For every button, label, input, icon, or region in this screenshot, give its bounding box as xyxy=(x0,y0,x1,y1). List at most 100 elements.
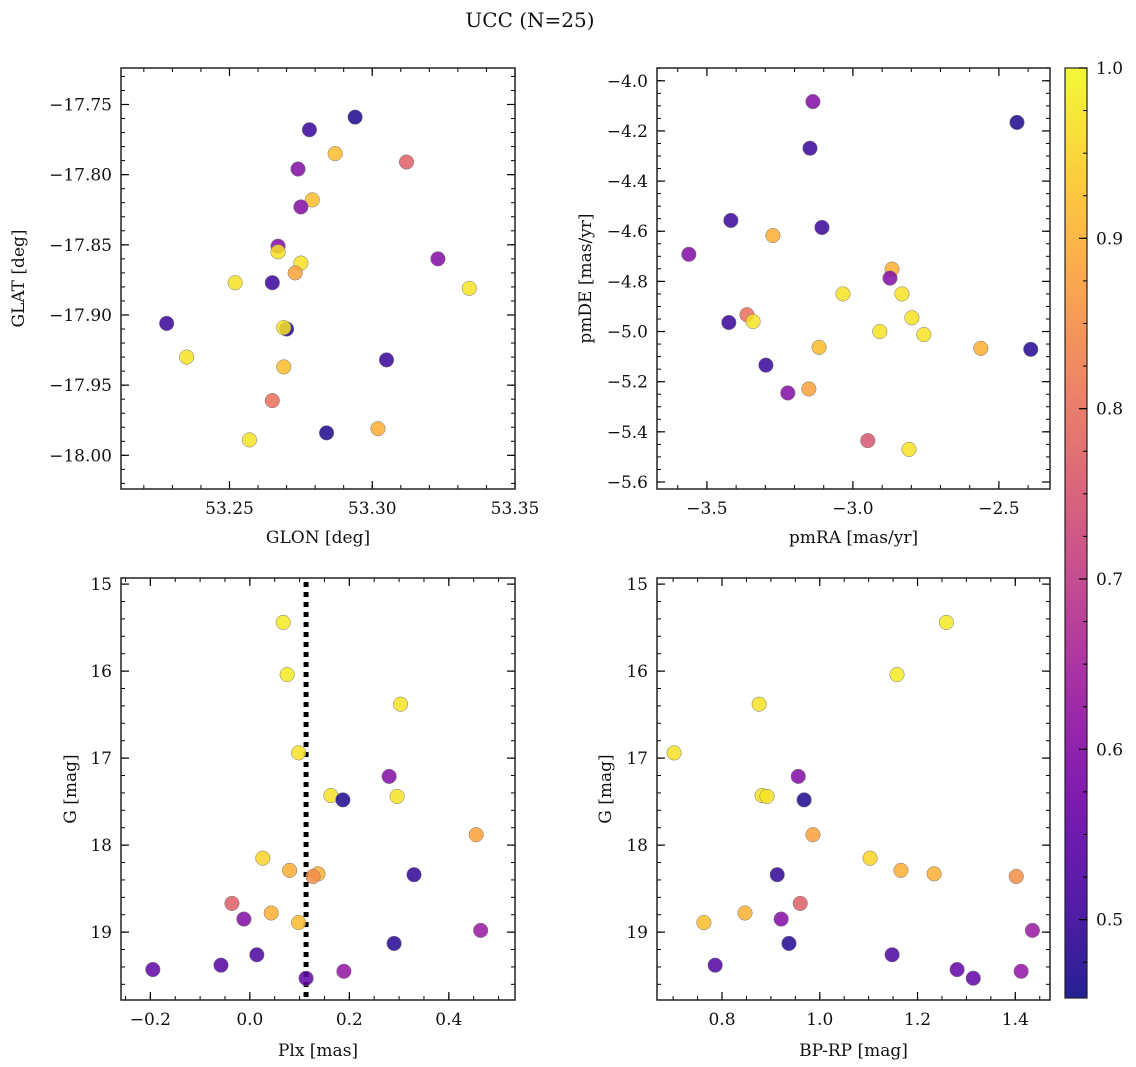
colorbar-tick-label: 0.6 xyxy=(1096,740,1123,760)
data-point xyxy=(227,275,243,291)
data-point xyxy=(805,94,821,110)
data-point xyxy=(758,357,774,373)
data-point xyxy=(802,140,818,156)
y-tick-label: −5.6 xyxy=(607,473,648,493)
x-tick-label: −0.2 xyxy=(130,1010,171,1030)
data-point xyxy=(389,788,405,804)
axes-frame xyxy=(656,67,1051,490)
scatter-panel-2: −3.5 −3.0 −2.5 −4.0 −4.2 −4.4 −4.6 −4.8 −5.0 −5.2… xyxy=(576,67,1051,548)
y-tick-label: −4.4 xyxy=(607,172,648,192)
data-point xyxy=(792,895,808,911)
data-point xyxy=(904,310,920,326)
x-tick-label: 0.0 xyxy=(236,1010,263,1030)
y-tick-label: 15 xyxy=(90,575,112,595)
data-point xyxy=(769,867,785,883)
colorbar-tick-label: 0.8 xyxy=(1096,400,1123,420)
data-point xyxy=(721,314,737,331)
data-point xyxy=(860,433,876,449)
data-point xyxy=(224,895,240,911)
data-point xyxy=(270,244,286,260)
data-point xyxy=(1024,922,1040,938)
data-point xyxy=(249,947,265,963)
x-axis-label: GLON [deg] xyxy=(266,528,370,548)
data-point xyxy=(949,961,965,978)
data-point xyxy=(893,862,909,878)
data-point xyxy=(765,227,781,244)
colorbar-tick-label: 0.9 xyxy=(1096,229,1123,249)
axes-frame xyxy=(656,577,1051,1001)
y-tick-label: −17.85 xyxy=(49,236,112,256)
data-point xyxy=(276,359,292,375)
x-tick-label: −3.5 xyxy=(686,499,727,519)
scatter-panel-3: −0.2 0.0 0.2 0.4 15 16 17 18 19 Plx [mas] G [mag] xyxy=(61,575,516,1061)
y-tick-label: 19 xyxy=(626,923,648,943)
colorbar-tick-label: 0.7 xyxy=(1096,570,1123,590)
data-point xyxy=(301,122,317,138)
data-point xyxy=(884,947,900,963)
data-point xyxy=(255,850,271,866)
colorbar: 0.5 0.6 0.7 0.8 0.9 1.0 xyxy=(1064,59,1123,999)
data-point xyxy=(973,340,989,356)
data-point xyxy=(335,792,351,808)
colorbar-bar xyxy=(1064,67,1088,999)
data-point xyxy=(264,275,280,291)
y-tick-label: −5.2 xyxy=(607,373,648,393)
data-point xyxy=(263,905,279,921)
y-tick-label: −17.90 xyxy=(49,306,112,326)
y-tick-label: −17.95 xyxy=(49,376,112,396)
data-point xyxy=(814,219,830,236)
data-point xyxy=(882,270,898,286)
data-point xyxy=(872,323,888,340)
y-tick-label: −4.0 xyxy=(607,72,648,92)
y-tick-label: −5.4 xyxy=(607,423,648,443)
x-tick-label: 1.2 xyxy=(904,1010,931,1030)
data-point xyxy=(275,614,291,630)
axes-frame xyxy=(120,577,516,1001)
data-point xyxy=(291,915,307,931)
y-tick-label: 18 xyxy=(626,836,648,856)
data-point xyxy=(276,320,292,336)
x-tick-label: 53.30 xyxy=(348,499,397,519)
y-tick-label: −4.2 xyxy=(607,122,648,142)
x-tick-label: 0.8 xyxy=(708,1010,735,1030)
y-axis-label: pmDE [mas/yr] xyxy=(576,213,596,343)
y-axis-label: G [mag] xyxy=(61,754,81,823)
data-point xyxy=(179,349,195,365)
data-point xyxy=(241,432,258,448)
data-point xyxy=(889,667,905,683)
y-tick-label: −18.00 xyxy=(49,446,112,466)
x-axis-label: pmRA [mas/yr] xyxy=(789,528,918,548)
x-axis-label: Plx [mas] xyxy=(278,1041,358,1061)
y-tick-label: −5.0 xyxy=(607,323,648,343)
x-tick-label: 0.2 xyxy=(336,1010,363,1030)
data-point xyxy=(290,161,306,177)
data-point xyxy=(398,154,415,170)
data-point xyxy=(666,745,682,761)
data-point xyxy=(745,313,761,330)
data-point xyxy=(681,246,697,262)
x-tick-label: 0.4 xyxy=(435,1010,462,1030)
data-point xyxy=(406,867,422,883)
colorbar-tick-label: 0.5 xyxy=(1096,911,1123,931)
data-point xyxy=(319,425,335,441)
x-tick-label: 1.4 xyxy=(1002,1010,1029,1030)
y-tick-label: 17 xyxy=(626,749,648,769)
x-tick-label: −2.5 xyxy=(978,499,1019,519)
x-tick-label: 1.0 xyxy=(806,1010,833,1030)
y-tick-label: 18 xyxy=(90,836,112,856)
data-point xyxy=(236,911,252,927)
data-point xyxy=(293,199,309,215)
y-tick-label: 17 xyxy=(90,749,112,769)
data-point xyxy=(336,963,352,979)
y-tick-label: −4.6 xyxy=(607,222,648,242)
data-point xyxy=(796,792,812,808)
data-point xyxy=(926,866,942,882)
data-point xyxy=(894,286,910,302)
data-point xyxy=(291,745,307,761)
data-point xyxy=(801,381,817,397)
data-point xyxy=(213,957,229,973)
data-point xyxy=(287,265,303,281)
data-point xyxy=(835,286,851,302)
data-point xyxy=(696,915,712,931)
